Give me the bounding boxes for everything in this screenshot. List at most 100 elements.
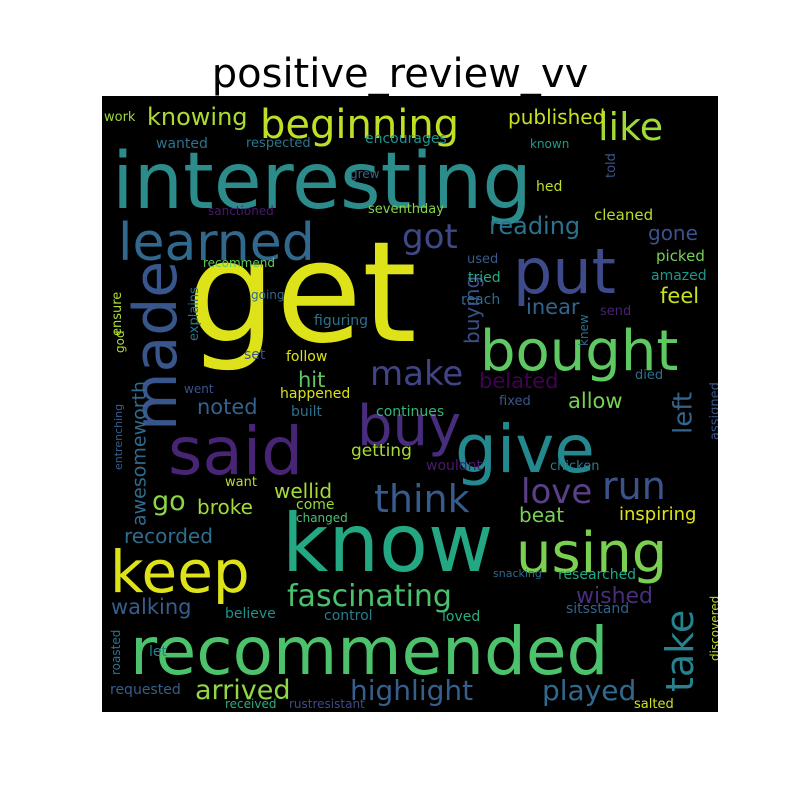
- word-recorded: recorded: [124, 524, 213, 548]
- word-take: take: [658, 610, 702, 692]
- word-put: put: [513, 235, 616, 308]
- word-respected: respected: [246, 136, 311, 151]
- word-knew: knew: [577, 314, 591, 346]
- word-recommend: recommend: [203, 256, 275, 270]
- word-make: make: [370, 354, 463, 394]
- word-built: built: [291, 404, 323, 420]
- word-continues: continues: [376, 404, 444, 420]
- word-loved: loved: [442, 609, 480, 625]
- word-recommended: recommended: [130, 613, 608, 690]
- word-cleaned: cleaned: [594, 206, 653, 224]
- word-left: left: [668, 392, 698, 434]
- word-figuring: figuring: [314, 313, 368, 329]
- word-published: published: [508, 105, 605, 129]
- word-awesomeworth: awesomeworth: [129, 381, 151, 526]
- word-died: died: [635, 368, 663, 383]
- word-encourages: encourages: [365, 131, 447, 147]
- word-reach: reach: [461, 292, 500, 308]
- word-believe: believe: [225, 606, 276, 622]
- word-wellid: wellid: [274, 479, 332, 503]
- word-got: got: [402, 217, 458, 257]
- word-know: know: [282, 497, 493, 590]
- word-belated: belated: [479, 369, 558, 393]
- word-feel: feel: [660, 284, 699, 308]
- word-sanctioned: sanctioned: [208, 204, 274, 218]
- word-get: get: [187, 212, 417, 375]
- word-reading: reading: [489, 212, 580, 240]
- word-ensure: ensure: [110, 292, 125, 336]
- word-love: love: [521, 472, 592, 512]
- word-wanted: wanted: [156, 136, 208, 152]
- word-cloud-background: [102, 96, 718, 712]
- word-knowing: knowing: [147, 103, 248, 131]
- word-researched: researched: [558, 567, 636, 583]
- word-fascinating: fascinating: [287, 579, 452, 614]
- word-tried: tried: [468, 270, 501, 286]
- word-want: want: [225, 475, 257, 490]
- word-told: told: [604, 153, 619, 178]
- word-hit: hit: [298, 368, 325, 392]
- word-walking: walking: [111, 595, 192, 619]
- word-run: run: [602, 464, 666, 508]
- word-said: said: [168, 413, 303, 490]
- word-work: work: [104, 110, 136, 125]
- word-used: used: [467, 252, 498, 267]
- word-think: think: [374, 477, 470, 521]
- word-changed: changed: [296, 511, 348, 525]
- word-noted: noted: [197, 395, 258, 419]
- word-received: received: [225, 697, 276, 711]
- word-entrenching: entrenching: [112, 404, 125, 470]
- word-buying: buying: [460, 276, 484, 344]
- word-god: god: [113, 330, 127, 353]
- word-getting: getting: [351, 441, 412, 461]
- word-chicken: chicken: [550, 459, 599, 474]
- word-allow: allow: [568, 389, 623, 413]
- word-inspiring: inspiring: [619, 504, 696, 525]
- word-roasted: roasted: [109, 630, 123, 675]
- word-send: send: [600, 304, 631, 319]
- word-discovered: discovered: [708, 596, 718, 661]
- word-known: known: [530, 137, 569, 151]
- word-went: went: [184, 382, 214, 396]
- word-wouldnt: wouldnt: [426, 458, 483, 474]
- word-highlight: highlight: [350, 674, 473, 707]
- word-assigned: assigned: [708, 382, 718, 440]
- word-give: give: [455, 411, 595, 488]
- word-made: made: [121, 261, 191, 431]
- word-beat: beat: [519, 503, 564, 527]
- word-sitsstand: sitsstand: [566, 601, 629, 617]
- word-let: let: [149, 644, 168, 660]
- word-fixed: fixed: [499, 394, 531, 409]
- word-inear: inear: [526, 295, 580, 319]
- word-buy: buy: [357, 394, 461, 459]
- word-salted: salted: [634, 697, 674, 712]
- word-rustresistant: rustresistant: [289, 697, 365, 711]
- word-follow: follow: [286, 349, 327, 365]
- word-using: using: [516, 521, 667, 586]
- word-gone: gone: [648, 221, 698, 245]
- word-interesting: interesting: [112, 137, 532, 227]
- word-arrived: arrived: [195, 675, 291, 706]
- word-wished: wished: [576, 584, 653, 609]
- chart-title: positive_review_vv: [211, 51, 589, 97]
- word-control: control: [324, 608, 373, 624]
- word-happened: happened: [280, 386, 350, 402]
- word-picked: picked: [656, 247, 705, 265]
- word-set: set: [244, 347, 266, 363]
- word-come: come: [296, 497, 335, 513]
- word-grew: grew: [350, 167, 380, 181]
- word-explains: explains: [187, 287, 202, 341]
- word-like: like: [598, 105, 663, 149]
- word-keep: keep: [110, 538, 250, 606]
- word-go: go: [152, 486, 186, 517]
- word-seventhday: seventhday: [368, 202, 444, 217]
- word-snacking: snacking: [493, 567, 542, 580]
- word-played: played: [542, 674, 636, 707]
- word-going: going: [251, 288, 285, 302]
- word-amazed: amazed: [651, 268, 707, 284]
- word-bought: bought: [480, 319, 678, 384]
- word-requested: requested: [110, 682, 181, 698]
- word-learned: learned: [118, 213, 315, 273]
